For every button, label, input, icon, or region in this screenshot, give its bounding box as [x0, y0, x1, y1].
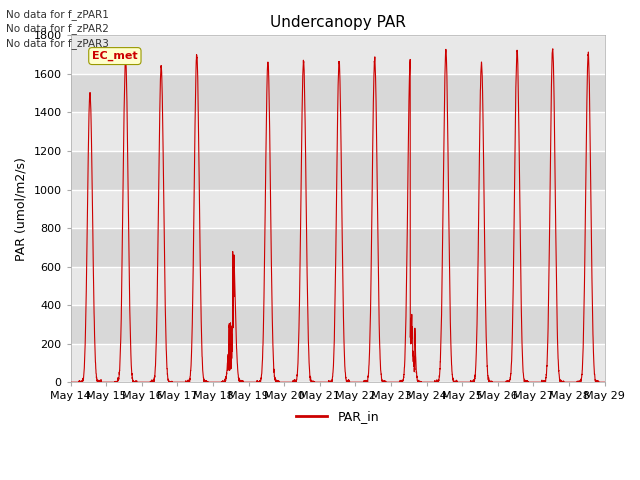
- Bar: [70, 228, 605, 266]
- Bar: [70, 151, 605, 190]
- Legend: PAR_in: PAR_in: [291, 405, 384, 428]
- Text: No data for f_zPAR2: No data for f_zPAR2: [6, 23, 109, 34]
- Bar: [70, 190, 605, 228]
- Bar: [70, 305, 605, 344]
- Bar: [70, 36, 605, 74]
- Bar: [70, 344, 605, 382]
- Text: No data for f_zPAR1: No data for f_zPAR1: [6, 9, 109, 20]
- Bar: [70, 266, 605, 305]
- Y-axis label: PAR (umol/m2/s): PAR (umol/m2/s): [15, 157, 28, 261]
- Bar: [70, 112, 605, 151]
- Text: No data for f_zPAR3: No data for f_zPAR3: [6, 37, 109, 48]
- Title: Undercanopy PAR: Undercanopy PAR: [269, 15, 406, 30]
- Bar: [70, 74, 605, 112]
- Text: EC_met: EC_met: [92, 51, 138, 61]
